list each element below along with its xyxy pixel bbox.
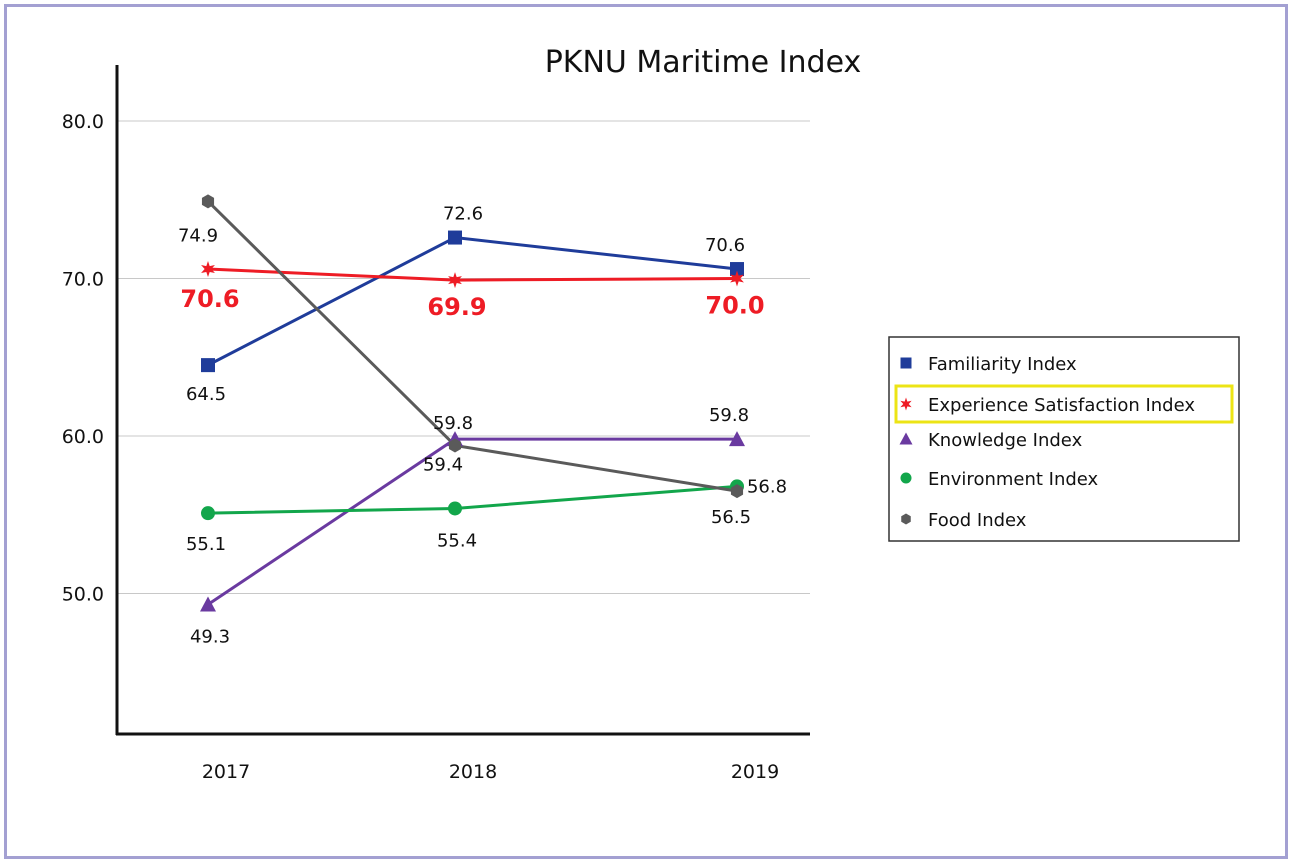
food-index-marker: [448, 438, 462, 453]
experience-satisfaction-index-data-label: 70.6: [180, 285, 239, 313]
environment-index-marker: [201, 506, 215, 521]
familiarity-index-marker: [730, 262, 744, 277]
experience-satisfaction-index-marker: [448, 272, 462, 289]
gridlines: [117, 120, 810, 594]
x-axis-ticks: 2017 2018 2019: [202, 761, 779, 783]
experience-satisfaction-index-data-label: 70.0: [705, 292, 764, 320]
legend-highlight-box: [894, 384, 1234, 424]
legend-environment-index-label: Environment Index: [928, 469, 1099, 490]
y-tick-label: 60.0: [62, 426, 104, 448]
legend-familiarity-index-icon: [900, 357, 912, 369]
y-axis-ticks: 50.0 60.0 70.0 80.0: [62, 111, 104, 606]
knowledge-index-data-label: 59.8: [709, 405, 749, 426]
legend-experience-satisfaction-index-icon: [900, 397, 912, 411]
familiarity-index-data-label: 70.6: [705, 235, 745, 256]
environment-index-data-label: 55.4: [437, 530, 477, 551]
food-index-line: [206, 200, 738, 493]
legend: Familiarity Index Experience Satisfaction…: [888, 336, 1240, 542]
legend-food-index-label: Food Index: [928, 510, 1027, 531]
chart-title: PKNU Maritime Index: [545, 45, 862, 80]
familiarity-index-marker: [448, 230, 462, 245]
food-index-marker: [730, 484, 744, 499]
environment-index-marker: [448, 501, 462, 516]
legend-knowledge-index-label: Knowledge Index: [928, 430, 1083, 451]
legend-knowledge-index-icon: [899, 432, 913, 445]
y-tick-label: 50.0: [62, 584, 104, 606]
knowledge-index-data-label: 49.3: [190, 627, 230, 648]
food-index-data-label: 56.5: [711, 507, 751, 528]
legend-food-index-icon: [901, 513, 911, 525]
experience-satisfaction-index-data-label: 69.9: [427, 293, 486, 321]
legend-box: [888, 336, 1240, 542]
familiarity-index-marker: [201, 358, 215, 373]
legend-experience-satisfaction-index-label: Experience Satisfaction Index: [928, 395, 1195, 416]
knowledge-index-data-label: 59.8: [433, 413, 473, 434]
food-index-data-label: 74.9: [178, 225, 218, 246]
environment-index-line: [207, 484, 738, 515]
food-index-marker: [201, 194, 215, 209]
food-index-data-label: 59.4: [423, 454, 463, 475]
legend-environment-index-icon: [900, 472, 912, 484]
familiarity-index-data-label: 72.6: [443, 204, 483, 225]
familiarity-index-data-label: 64.5: [186, 384, 226, 405]
y-tick-label: 80.0: [62, 111, 104, 133]
knowledge-index-marker: [729, 431, 745, 447]
axes: [115, 65, 810, 736]
environment-index-data-label: 55.1: [186, 534, 226, 555]
x-tick-label: 2018: [449, 761, 497, 783]
environment-index-data-label: 56.8: [747, 476, 787, 497]
legend-familiarity-index-label: Familiarity Index: [928, 354, 1077, 375]
experience-satisfaction-index-marker: [201, 261, 215, 278]
knowledge-index-line: [207, 437, 737, 606]
data-labels: 64.5 72.6 70.6 70.6 69.9 70.0 49.3 59.8 59.8 55.1…: [178, 204, 787, 648]
y-tick-label: 70.0: [62, 269, 104, 291]
x-tick-label: 2019: [731, 761, 779, 783]
experience-satisfaction-index-marker: [730, 270, 744, 287]
knowledge-index-marker: [200, 596, 216, 612]
x-tick-label: 2017: [202, 761, 250, 783]
series-markers: [200, 194, 745, 612]
